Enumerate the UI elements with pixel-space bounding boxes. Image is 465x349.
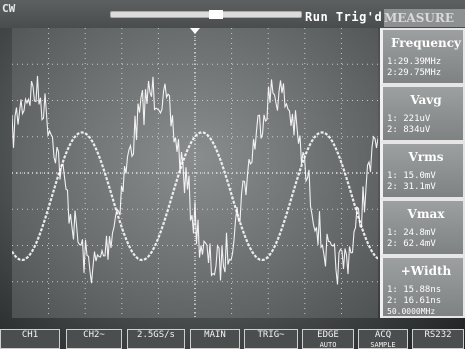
softkey-label: EDGE	[317, 330, 339, 340]
channel1-waveform	[12, 75, 378, 285]
measure-label: Vrms	[408, 150, 444, 164]
softkey-edge[interactable]: EDGE AUTO	[302, 329, 354, 349]
measure-value-ch1: 1: 15.88ns	[387, 285, 442, 295]
softkey-label: RS232	[424, 330, 452, 340]
softkey-trig[interactable]: TRIG~	[244, 329, 298, 349]
softkey-label: CH2~	[83, 330, 105, 340]
softkey-ch2[interactable]: CH2~	[66, 329, 122, 349]
softkey-sublabel: AUTO	[319, 341, 337, 349]
softkey-main[interactable]: MAIN	[190, 329, 240, 349]
measure-label: Frequency	[390, 36, 462, 50]
measure-value-ch1: 1:29.39MHz	[387, 57, 442, 67]
measure-value-ch2: 2: 31.1mV	[387, 182, 436, 192]
memory-position-bar[interactable]	[110, 10, 302, 19]
memory-window-indicator[interactable]	[209, 10, 223, 19]
measure-menu-title: MEASURE	[384, 9, 465, 27]
measure-label: Vavg	[410, 93, 442, 107]
softkey-label: TRIG~	[257, 330, 285, 340]
softkey-label: 2.5GS/s	[137, 330, 175, 340]
channel2-waveform	[12, 131, 378, 262]
measure-box-width[interactable]: +Width 1: 15.88ns 2: 16.61ns 50.0000MHz	[380, 256, 465, 318]
softkey-bar: CH1 CH2~ 2.5GS/s MAIN TRIG~ EDGE AUTO ACQ SAMPLE…	[0, 324, 465, 349]
channel-tag: CW	[2, 2, 16, 15]
softkey-label: ACQ	[374, 330, 392, 340]
waveform-grid	[12, 28, 378, 318]
measure-label: Vmax	[407, 207, 445, 221]
waveform-display	[12, 28, 378, 318]
softkey-sublabel: SAMPLE	[370, 341, 396, 349]
measure-label: +Width	[400, 264, 452, 278]
softkey-25gss[interactable]: 2.5GS/s	[127, 329, 185, 349]
status-bar: CW Run Trig'd MEASURE	[0, 0, 465, 28]
softkey-rs232[interactable]: RS232	[412, 329, 464, 349]
softkey-label: CH1	[21, 330, 39, 340]
softkey-ch1[interactable]: CH1	[0, 329, 60, 349]
measure-box-vavg[interactable]: Vavg 1: 221uV 2: 834uV	[380, 85, 465, 142]
measure-box-vmax[interactable]: Vmax 1: 24.8mV 2: 62.4mV	[380, 199, 465, 256]
measure-value-ch2: 2: 62.4mV	[387, 239, 436, 249]
softkey-acq[interactable]: ACQ SAMPLE	[358, 329, 408, 349]
measure-box-vrms[interactable]: Vrms 1: 15.0mV 2: 31.1mV	[380, 142, 465, 199]
run-status: Run Trig'd	[305, 10, 383, 24]
timebase-readout: 50.0000MHz	[387, 307, 436, 316]
measure-panel: Frequency 1:29.39MHz 2:29.75MHz Vavg 1: 221u…	[380, 28, 465, 338]
measure-value-ch2: 2: 16.61ns	[387, 296, 442, 306]
measure-value-ch2: 2:29.75MHz	[387, 68, 442, 78]
softkey-label: MAIN	[204, 330, 226, 340]
trigger-position-marker	[190, 28, 200, 34]
measure-value-ch2: 2: 834uV	[387, 125, 431, 135]
measure-value-ch1: 1: 24.8mV	[387, 228, 436, 238]
measure-box-frequency[interactable]: Frequency 1:29.39MHz 2:29.75MHz	[380, 28, 465, 85]
measure-value-ch1: 1: 15.0mV	[387, 171, 436, 181]
measure-value-ch1: 1: 221uV	[387, 114, 431, 124]
